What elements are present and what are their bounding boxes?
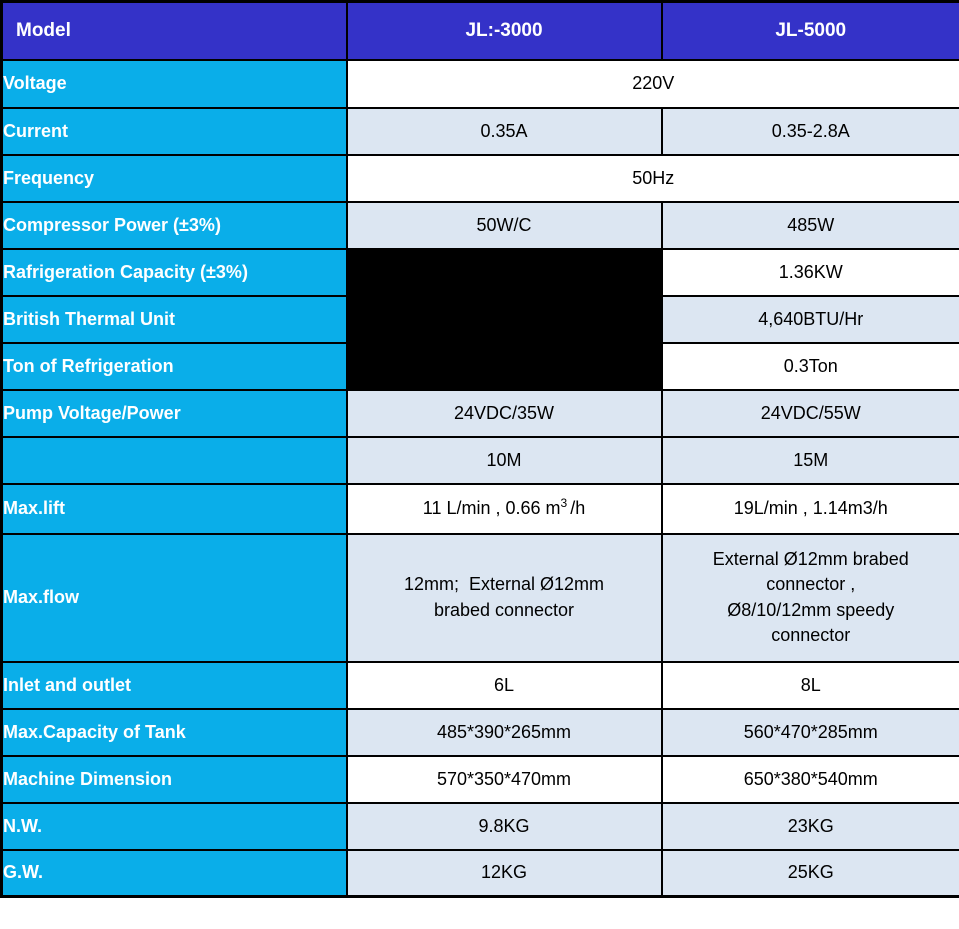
row-unlabeled-label [0, 435, 348, 485]
cell-tank-capacity-jl5000: 560*470*285mm [660, 707, 959, 757]
row-current-label: Current [0, 106, 348, 156]
header-jl3000: JL:-3000 [345, 0, 663, 61]
row-max-flow: Max.flow 12mm; External Ø12mm brabed con… [0, 532, 959, 663]
row-refrigeration-capacity: Rafrigeration Capacity (±3%) 1.36KW [0, 247, 959, 391]
cell-machine-dimension-jl5000: 650*380*540mm [660, 754, 959, 804]
cell-gw-jl3000: 12KG [345, 848, 663, 898]
max-flow-jl5000-line1: External Ø12mm brabed connector , [712, 549, 914, 595]
cell-inlet-outlet-jl3000: 6L [345, 660, 663, 710]
max-flow-jl3000-text: 12mm; External Ø12mm brabed connector [403, 574, 610, 620]
cell-compressor-power-jl5000: 485W [660, 200, 959, 250]
header-jl5000: JL-5000 [660, 0, 959, 61]
row-current: Current 0.35A 0.35-2.8A [0, 106, 959, 156]
header-row: Model JL:-3000 JL-5000 [0, 0, 959, 61]
row-gw-label: G.W. [0, 848, 348, 898]
cell-compressor-power-jl3000: 50W/C [345, 200, 663, 250]
cell-max-flow-jl5000: External Ø12mm brabed connector , Ø8/10/1… [660, 532, 959, 663]
row-voltage-label: Voltage [0, 58, 348, 109]
row-unlabeled: 10M 15M [0, 435, 959, 485]
row-inlet-outlet-label: Inlet and outlet [0, 660, 348, 710]
cell-inlet-outlet-jl5000: 8L [660, 660, 959, 710]
cell-current-jl3000: 0.35A [345, 106, 663, 156]
cell-frequency-value: 50Hz [345, 153, 959, 203]
cell-nw-jl3000: 9.8KG [345, 801, 663, 851]
row-ton: Ton of Refrigeration 0.3Ton [0, 341, 959, 391]
row-max-flow-label: Max.flow [0, 532, 348, 663]
cell-gw-jl5000: 25KG [660, 848, 959, 898]
row-machine-dimension: Machine Dimension 570*350*470mm 650*380*… [0, 754, 959, 804]
max-lift-jl3000-text: 11 L/min , 0.66 m [422, 498, 561, 518]
cell-refrigeration-capacity-jl5000: 1.36KW [660, 247, 959, 297]
row-frequency-label: Frequency [0, 153, 348, 203]
cell-current-jl5000: 0.35-2.8A [660, 106, 959, 156]
cell-voltage-value: 220V [345, 58, 959, 109]
max-lift-jl3000-unit: /h [570, 498, 586, 518]
header-model: Model [0, 0, 348, 61]
cell-btu-jl5000: 4,640BTU/Hr [660, 294, 959, 344]
row-compressor-power-label: Compressor Power (±3%) [0, 200, 348, 250]
cell-nw-jl5000: 23KG [660, 801, 959, 851]
max-flow-jl5000-line2: Ø8/10/12mm speedy connector [727, 599, 900, 645]
row-ton-label: Ton of Refrigeration [0, 341, 348, 391]
max-flow-jl5000-text: External Ø12mm brabed connector , Ø8/10/1… [691, 547, 931, 648]
row-voltage: Voltage 220V [0, 58, 959, 109]
row-frequency: Frequency 50Hz [0, 153, 959, 203]
cell-max-lift-jl5000: 19L/min , 1.14m3/h [660, 482, 959, 535]
row-inlet-outlet: Inlet and outlet 6L 8L [0, 660, 959, 710]
row-refrigeration-capacity-label: Rafrigeration Capacity (±3%) [0, 247, 348, 297]
row-btu: British Thermal Unit 4,640BTU/Hr [0, 294, 959, 344]
row-tank-capacity-label: Max.Capacity of Tank [0, 707, 348, 757]
row-machine-dimension-label: Machine Dimension [0, 754, 348, 804]
row-max-lift: Max.lift 11 L/min , 0.66 m3/h 19L/min , … [0, 482, 959, 535]
cell-max-lift-jl3000: 11 L/min , 0.66 m3/h [345, 482, 663, 535]
row-nw: N.W. 9.8KG 23KG [0, 801, 959, 851]
cell-tank-capacity-jl3000: 485*390*265mm [345, 707, 663, 757]
row-nw-label: N.W. [0, 801, 348, 851]
row-pump-label: Pump Voltage/Power [0, 388, 348, 438]
spec-table: Model JL:-3000 JL-5000 Voltage 220V Curr… [0, 0, 959, 898]
cell-unlabeled-jl5000: 15M [660, 435, 959, 485]
row-gw: G.W. 12KG 25KG [0, 848, 959, 898]
row-max-lift-label: Max.lift [0, 482, 348, 535]
cell-max-flow-jl3000: 12mm; External Ø12mm brabed connector [345, 532, 663, 663]
row-compressor-power: Compressor Power (±3%) 50W/C 485W [0, 200, 959, 250]
cell-ton-jl5000: 0.3Ton [660, 341, 959, 391]
cell-pump-jl3000: 24VDC/35W [345, 388, 663, 438]
blackout-cell [345, 247, 663, 391]
row-btu-label: British Thermal Unit [0, 294, 348, 344]
cell-machine-dimension-jl3000: 570*350*470mm [345, 754, 663, 804]
max-lift-superscript: 3 [560, 496, 568, 510]
cell-pump-jl5000: 24VDC/55W [660, 388, 959, 438]
cell-unlabeled-jl3000: 10M [345, 435, 663, 485]
row-pump: Pump Voltage/Power 24VDC/35W 24VDC/55W [0, 388, 959, 438]
row-tank-capacity: Max.Capacity of Tank 485*390*265mm 560*4… [0, 707, 959, 757]
